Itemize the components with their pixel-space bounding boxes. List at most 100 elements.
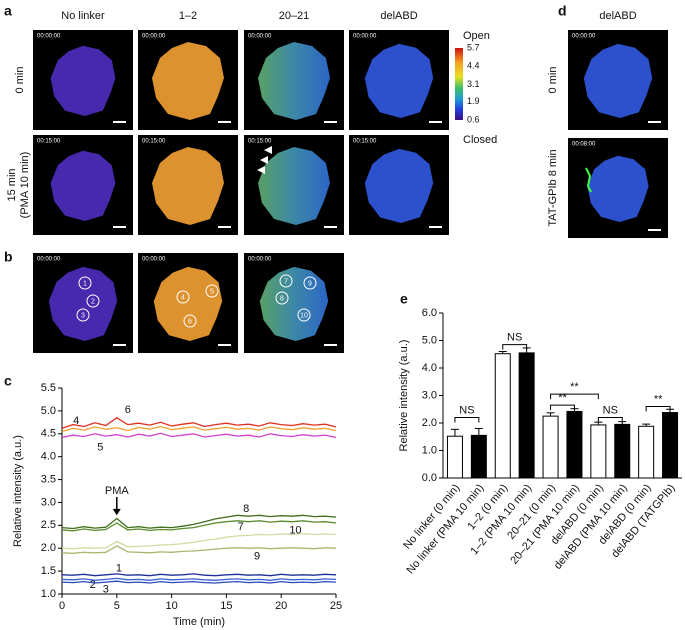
bar [590, 424, 607, 479]
arrowhead [257, 166, 265, 174]
roi [176, 290, 190, 304]
series-label: 8 [243, 503, 249, 515]
significance-bracket [645, 406, 671, 412]
roi [205, 284, 219, 298]
arrowhead [264, 146, 272, 154]
line-series [61, 577, 337, 581]
row-label: 15 min [6, 168, 18, 201]
column-header: delABD [380, 10, 417, 22]
line-series [61, 573, 337, 577]
significance-label: NS [603, 404, 618, 416]
roi [183, 314, 197, 328]
timestamp: 00:00:00 [37, 34, 61, 40]
roi-label: 7 [284, 278, 288, 285]
roi [275, 291, 289, 305]
cell [364, 43, 434, 118]
roi-label: 1 [83, 280, 87, 287]
annotation: PMA [105, 485, 130, 497]
bar [614, 423, 631, 479]
timestamp: 00:15:00 [353, 139, 377, 145]
cell [48, 266, 118, 341]
panel-label: a [4, 3, 12, 19]
cell [50, 150, 116, 221]
roi-label: 2 [91, 298, 95, 305]
x-tick-label: 15 [220, 600, 232, 612]
y-tick-label: 3.0 [41, 496, 56, 508]
significance-label: NS [507, 332, 522, 344]
timestamp: 00:15:00 [37, 139, 61, 145]
roi [279, 274, 293, 288]
panel-label: e [400, 291, 408, 307]
row-label: (PMA 10 min) [19, 152, 31, 219]
y-axis-label: Relative intensity (a.u.) [398, 340, 410, 452]
colorbar-tick-label: 5.7 [467, 42, 480, 52]
y-tick-label: 6.0 [422, 307, 437, 319]
significance-label: ** [570, 381, 579, 393]
significance-bracket [550, 393, 599, 400]
panel-label: c [4, 373, 12, 389]
x-tick-label: 25 [330, 600, 342, 612]
cell [152, 42, 224, 120]
cell [258, 147, 330, 225]
series-label: 2 [90, 579, 96, 591]
y-tick-label: 3.5 [41, 473, 56, 485]
x-axis-label: Time (min) [173, 616, 225, 628]
y-tick-label: 2.5 [41, 519, 56, 531]
arrowhead [260, 156, 268, 164]
bar [470, 434, 487, 479]
y-tick-label: 3.0 [422, 389, 437, 401]
row-label: TAT-GPIb 8 min [547, 149, 559, 226]
colorbar-tick-label: 4.4 [467, 61, 480, 71]
bar [446, 435, 463, 479]
line-series [61, 417, 337, 429]
roi-label: 10 [300, 312, 308, 319]
x-tick-label: 0 [59, 600, 65, 612]
colorbar-tick-label: 1.9 [467, 96, 480, 106]
significance-label: ** [558, 392, 567, 404]
significance-bracket [454, 417, 480, 423]
timestamp: 00:00:00 [37, 257, 61, 263]
row-label: 0 min [547, 67, 559, 94]
y-tick-label: 4.0 [422, 362, 437, 374]
timestamp: 00:15:00 [142, 139, 166, 145]
y-tick-label: 2.0 [41, 542, 56, 554]
bar [662, 412, 679, 479]
y-tick-label: 2.0 [422, 417, 437, 429]
roi-label: 8 [280, 295, 284, 302]
x-tick-label: 10 [165, 600, 177, 612]
timestamp: 00:00:00 [142, 34, 166, 40]
panel-label: d [558, 3, 567, 19]
roi-label: 5 [210, 288, 214, 295]
line-series [61, 514, 337, 530]
y-tick-label: 5.5 [41, 382, 56, 394]
column-header: 1–2 [179, 10, 197, 22]
roi [76, 308, 90, 322]
y-tick-label: 1.0 [41, 588, 56, 600]
colorbar-tick-label: 3.1 [467, 79, 480, 89]
column-header: No linker [61, 10, 105, 22]
cell [587, 155, 649, 222]
bar [518, 352, 535, 479]
line-series [61, 520, 337, 532]
roi [303, 276, 317, 290]
roi-label: 4 [181, 294, 185, 301]
colorbar [455, 48, 463, 120]
colorbar-label: Closed [463, 134, 497, 146]
bar [638, 425, 655, 479]
bar [566, 410, 583, 479]
colorbar-label: Open [463, 30, 490, 42]
y-tick-label: 5.0 [41, 405, 56, 417]
panel-label: b [4, 249, 13, 265]
series-label: 3 [103, 583, 109, 595]
roi [86, 294, 100, 308]
series-label: 1 [116, 563, 122, 575]
series-label: 10 [289, 525, 301, 537]
line-series [61, 425, 337, 433]
y-tick-label: 5.0 [422, 334, 437, 346]
colorbar-tick-label: 0.6 [467, 114, 480, 124]
y-tick-label: 1.5 [41, 565, 56, 577]
line-series [61, 580, 337, 584]
annotation-arrowhead [112, 508, 121, 516]
timestamp: 00:00:00 [248, 34, 272, 40]
cell [258, 42, 330, 120]
